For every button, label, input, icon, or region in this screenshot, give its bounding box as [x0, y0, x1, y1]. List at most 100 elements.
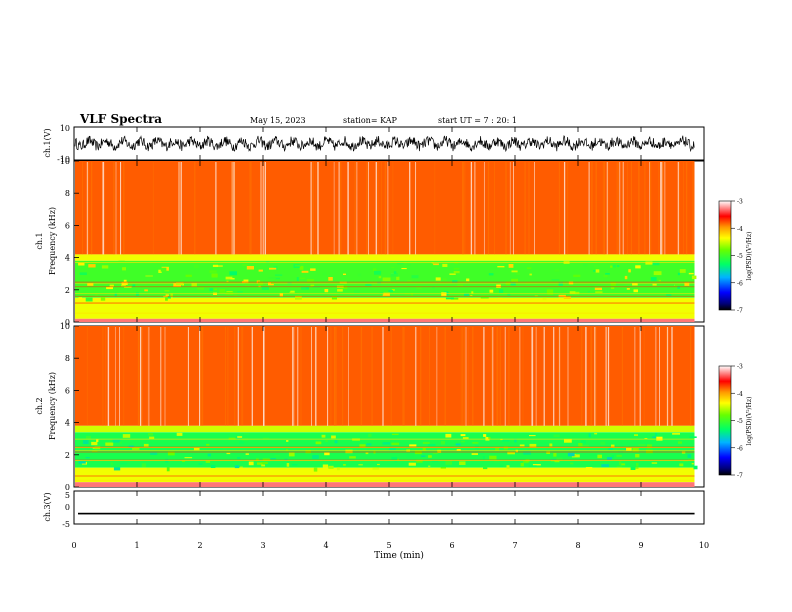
spectrogram-patch — [378, 276, 382, 279]
spectrogram-patch — [529, 435, 536, 437]
spectrogram-patch — [523, 451, 531, 455]
spectrogram-patch — [623, 444, 629, 448]
ytick-label: 6 — [65, 386, 70, 395]
spectrogram-patch — [205, 460, 211, 463]
spectrogram-patch — [365, 452, 369, 455]
spectrogram-patch — [313, 467, 318, 472]
spectrogram-patch — [672, 432, 680, 435]
spectrogram-patch — [589, 453, 597, 456]
spectrogram-patch — [299, 265, 304, 270]
spectrogram-patch — [144, 289, 148, 292]
spectrogram-patch — [532, 464, 541, 466]
xtick-label: 1 — [134, 541, 139, 550]
spectrogram-patch — [390, 273, 398, 277]
spectrogram-patch — [340, 285, 348, 290]
spectrogram-patch — [382, 442, 391, 445]
spectrogram-patch — [442, 263, 448, 267]
spectrogram-patch — [315, 441, 322, 445]
spectrogram-patch — [491, 293, 497, 296]
spectrogram-patch — [652, 283, 657, 286]
spectrogram-patch — [554, 268, 560, 272]
spectrogram-patch — [206, 443, 210, 446]
spectrogram-patch — [551, 458, 557, 461]
spectrogram-patch — [268, 277, 276, 279]
spectrogram-patch — [545, 274, 553, 275]
spectrogram-patch — [601, 464, 609, 467]
spectrogram-patch — [185, 274, 192, 277]
spectrogram-patch — [482, 456, 485, 460]
spectrogram-patch — [527, 267, 532, 270]
spectrogram-patch — [437, 449, 442, 453]
spectrogram-patch — [269, 267, 277, 270]
ytick-label: 4 — [65, 419, 70, 428]
spectrogram-patch — [105, 442, 114, 446]
spectrogram-patch — [652, 436, 656, 438]
spectrogram-patch — [603, 274, 608, 278]
spectrogram-patch — [401, 447, 406, 452]
spectrogram-patch — [630, 467, 636, 470]
spectrogram-patch — [688, 272, 694, 275]
ch2-spectrogram-image — [75, 326, 698, 487]
spectrogram-patch — [435, 277, 441, 281]
spectrogram-patch — [569, 291, 576, 295]
spectrogram-patch — [610, 282, 616, 286]
time-axis-label: Time (min) — [374, 550, 424, 561]
spectrogram-patch — [274, 277, 280, 280]
spectrogram-patch — [279, 293, 283, 297]
spectrogram-patch — [595, 291, 603, 294]
spectrogram-patch — [226, 280, 229, 283]
xtick-label: 7 — [512, 541, 517, 550]
spectrogram-patch — [556, 457, 563, 461]
spectrogram-patch — [213, 292, 217, 295]
spectrogram-patch — [500, 438, 503, 441]
spectrogram-patch — [207, 453, 211, 457]
spectrogram-patch — [508, 264, 514, 268]
spectrogram-patch — [422, 441, 430, 444]
spectrogram-patch — [248, 461, 254, 466]
spectrogram-patch — [322, 464, 329, 468]
spectrogram-patch — [443, 278, 447, 281]
spectrogram-patch — [549, 443, 553, 447]
spectrogram-patch — [219, 289, 226, 293]
spectrogram-patch — [132, 447, 140, 450]
spectrogram-patch — [529, 273, 532, 276]
spectrogram-patch — [166, 296, 171, 299]
spectrogram-patch — [100, 297, 106, 301]
spectrogram-patch — [460, 440, 465, 443]
spectrogram-patch — [466, 278, 470, 282]
spectrogram-patch — [136, 292, 139, 296]
spectrogram-patch — [132, 284, 136, 287]
spectrogram-patch — [191, 282, 197, 287]
colorbar-tick-label: -5 — [737, 253, 743, 260]
spectrogram-patch — [170, 293, 173, 298]
spectrogram-patch — [229, 271, 237, 276]
spectrogram-patch — [681, 451, 686, 454]
spectrogram-patch — [145, 275, 153, 277]
spectrogram-patch — [88, 264, 96, 268]
spectrogram-patch — [647, 444, 652, 449]
ytick-label: 8 — [65, 189, 70, 198]
spectrogram-patch — [638, 444, 646, 446]
spectrogram-patch — [411, 275, 419, 279]
spectrogram-patch — [312, 455, 319, 459]
spectrogram-patch — [228, 437, 236, 440]
ch1-waveform-trace — [74, 135, 695, 153]
spectrogram-patch — [691, 463, 694, 465]
spectrogram-patch — [222, 447, 227, 450]
spectrogram-patch — [209, 288, 213, 292]
spectrogram-patch — [633, 289, 638, 293]
spectrogram-patch — [689, 436, 697, 438]
spectrogram-patch — [677, 272, 680, 276]
spectrogram-patch — [339, 281, 347, 284]
spectrogram-patch — [506, 465, 510, 469]
spectrogram-patch — [501, 440, 510, 442]
spectrogram-patch — [470, 295, 473, 297]
spectrogram-patch — [121, 284, 126, 287]
spectrogram-patch — [650, 277, 657, 281]
spectrogram-patch — [520, 462, 524, 467]
spectrogram-patch — [296, 277, 299, 281]
spectrogram-patch — [257, 462, 263, 465]
spectrogram-patch — [511, 270, 518, 273]
spectrogram-patch — [263, 437, 270, 439]
